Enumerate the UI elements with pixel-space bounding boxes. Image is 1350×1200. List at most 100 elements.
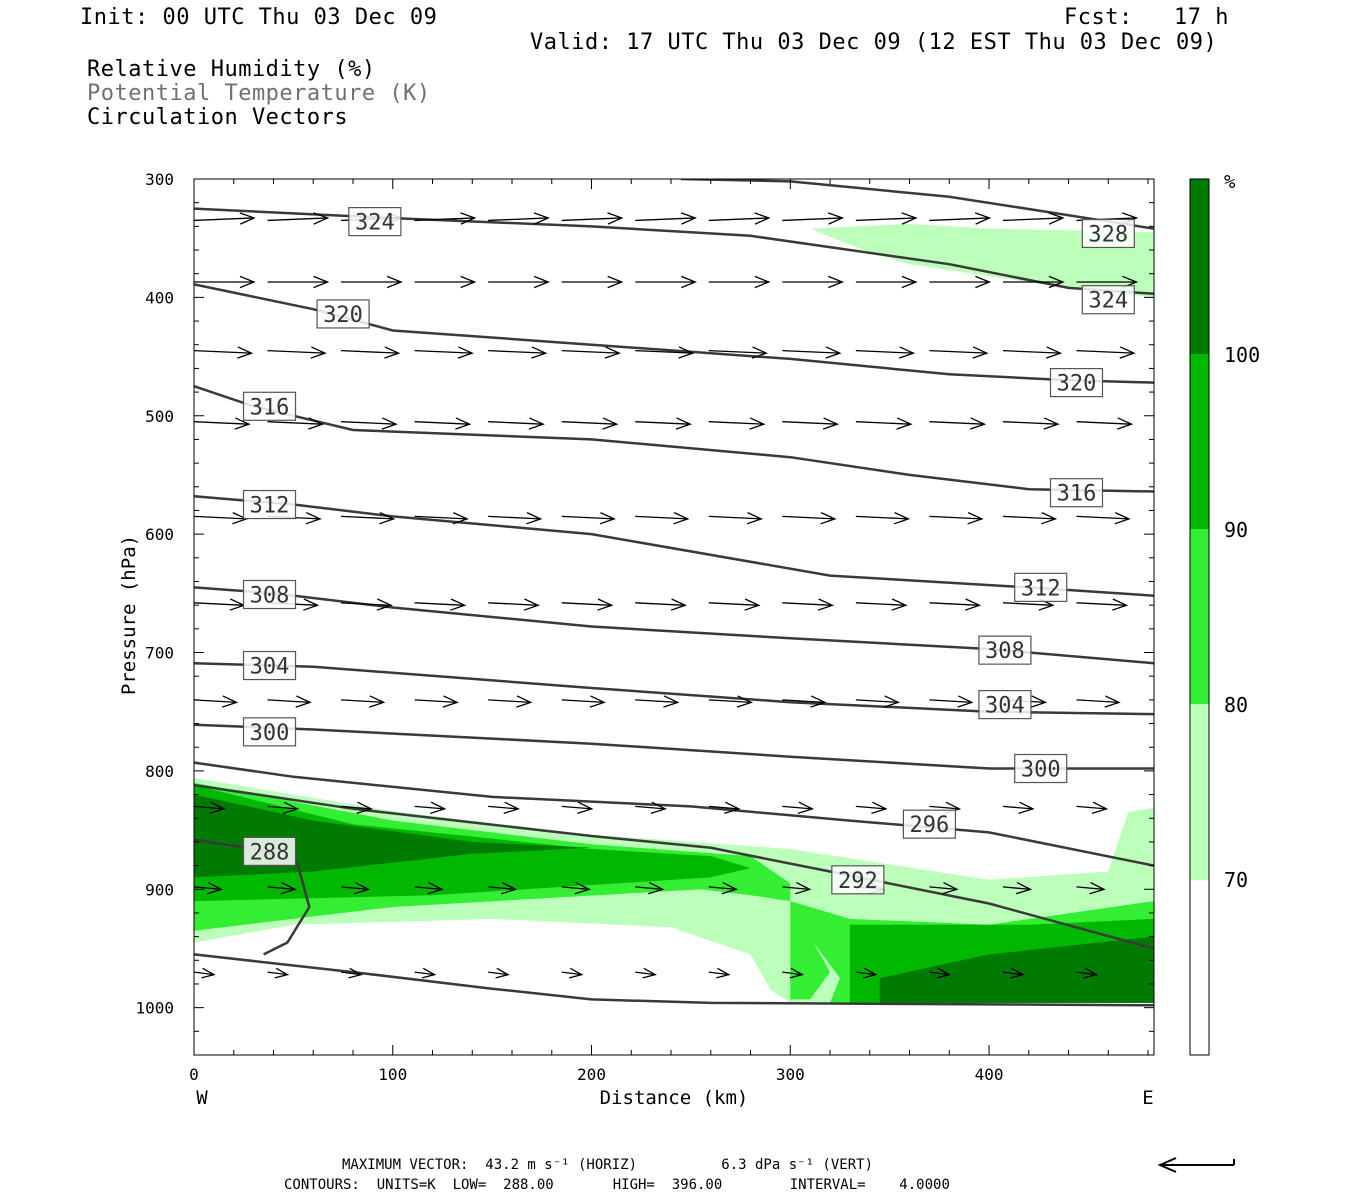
isentrope-label-300: 300 [1014, 753, 1068, 784]
y-tick-label: 1000 [135, 999, 174, 1018]
wind-vector [782, 275, 845, 289]
wind-vector [194, 695, 239, 708]
wind-vector [635, 212, 697, 225]
rh-region-100-7 [879, 936, 1154, 1003]
wind-vector [635, 417, 692, 430]
colorbar-label-90: 90 [1224, 518, 1248, 542]
wind-vector [708, 881, 739, 895]
colorbar-block [1190, 529, 1209, 704]
svg-text:288: 288 [250, 840, 290, 865]
svg-text:316: 316 [1057, 482, 1097, 507]
wind-vector [1002, 512, 1058, 525]
wind-vector [267, 881, 297, 895]
isentrope-312 [194, 495, 1154, 597]
reference-vector [1157, 1157, 1235, 1173]
isentrope-label-308: 308 [978, 635, 1032, 665]
wind-vector [855, 598, 908, 611]
wind-vector [1076, 881, 1106, 895]
circulation-vectors [194, 212, 1139, 979]
wind-vector [488, 212, 550, 225]
isentrope-label-304: 304 [242, 650, 297, 681]
wind-vector [1076, 512, 1131, 525]
init-time: Init: 00 UTC Thu 03 Dec 09 [80, 5, 438, 30]
y-tick-label: 300 [145, 170, 174, 189]
wind-vector [488, 967, 510, 979]
svg-text:304: 304 [250, 655, 290, 680]
wind-vector [488, 275, 550, 289]
y-tick-label: 600 [145, 525, 174, 544]
wind-vector [782, 598, 835, 611]
wind-vector [708, 598, 761, 611]
valid-time: Valid: 17 UTC Thu 03 Dec 09 (12 EST Thu … [530, 30, 1218, 55]
svg-text:300: 300 [250, 721, 290, 746]
wind-vector [561, 417, 619, 430]
wind-vector [267, 695, 312, 708]
wind-vector [635, 967, 657, 979]
isentrope-labels: 328 324 324 320 320 316 316 312 312 308 308 304 304 3… [242, 207, 1135, 895]
wind-vector [341, 967, 363, 979]
colorbar-frame [1189, 178, 1210, 1056]
east-end-label: E [1142, 1087, 1153, 1109]
x-tick-label: 200 [577, 1065, 606, 1084]
wind-vector [1076, 346, 1136, 359]
wind-vector [782, 881, 812, 895]
svg-text:324: 324 [355, 211, 395, 236]
wind-vector [267, 346, 327, 359]
wind-vector [708, 512, 764, 525]
wind-vector [194, 967, 216, 979]
svg-text:312: 312 [1021, 576, 1061, 601]
wind-vector [194, 275, 256, 289]
isentrope-284 [194, 953, 1154, 1007]
field-name-vectors: Circulation Vectors [87, 105, 349, 130]
wind-vector [1076, 598, 1129, 611]
wind-vector [488, 695, 533, 708]
wind-vector [341, 512, 396, 525]
wind-vector [1076, 695, 1121, 708]
wind-vector [488, 512, 543, 525]
wind-vector [1076, 417, 1134, 430]
wind-vector [929, 598, 982, 611]
wind-vector [1076, 801, 1109, 814]
y-tick-label: 500 [145, 407, 174, 426]
isentrope-label-296: 296 [902, 809, 957, 839]
wind-vector [414, 512, 469, 525]
wind-vector [708, 275, 771, 289]
isentrope-label-324: 324 [348, 207, 402, 237]
wind-vector [855, 512, 911, 525]
wind-vector [635, 512, 690, 525]
wind-vector [194, 598, 246, 611]
wind-vector [929, 275, 992, 289]
y-tick-label: 700 [145, 644, 174, 663]
field-name-theta: Potential Temperature (K) [87, 81, 431, 106]
wind-vector [635, 275, 697, 289]
svg-text:324: 324 [1088, 289, 1128, 314]
isentrope-328 [680, 179, 1154, 230]
wind-vector [855, 967, 878, 979]
isentrope-label-316: 316 [1049, 478, 1104, 508]
svg-text:296: 296 [910, 813, 950, 838]
isentrope-label-320: 320 [316, 299, 370, 329]
wind-vector [194, 801, 226, 814]
wind-vector [561, 212, 624, 225]
wind-vector [341, 275, 403, 289]
wind-vector [414, 212, 477, 225]
wind-vector [1076, 967, 1099, 979]
wind-vector [561, 275, 624, 289]
svg-text:308: 308 [985, 639, 1025, 664]
wind-vector [855, 275, 918, 289]
wind-vector [267, 417, 325, 430]
wind-vector [194, 346, 254, 359]
plot-frame [193, 178, 1155, 1056]
wind-vector [708, 695, 754, 708]
wind-vector [1002, 801, 1035, 814]
y-tick-label: 800 [145, 762, 174, 781]
forecast-hour: Fcst: 17 h [1064, 5, 1229, 30]
colorbar-block [1190, 704, 1209, 880]
isentrope-316 [194, 385, 1154, 493]
wind-vector [561, 967, 584, 979]
x-tick-label: 300 [776, 1065, 805, 1084]
colorbar-label-80: 80 [1224, 693, 1248, 717]
x-axis-title: Distance (km) [600, 1087, 749, 1109]
wind-vector [414, 881, 444, 895]
wind-vector [635, 881, 665, 895]
